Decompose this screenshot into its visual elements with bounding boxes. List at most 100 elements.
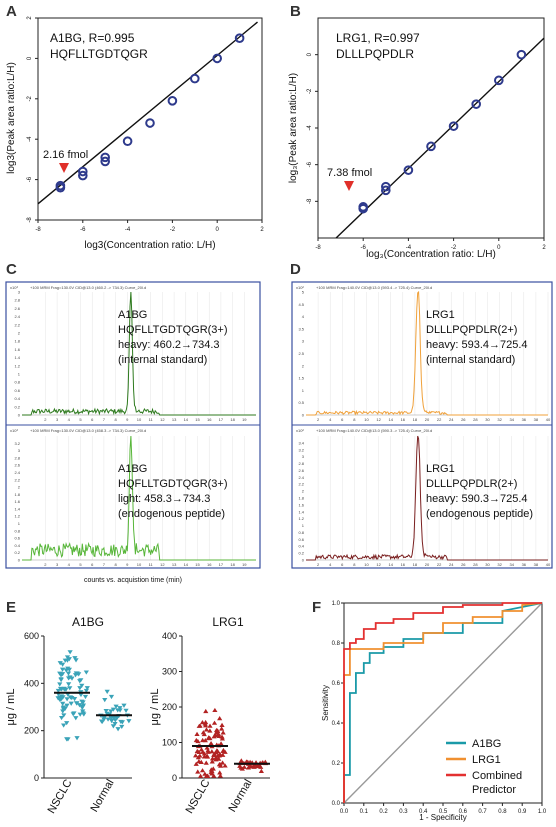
panel-e-right-dot <box>214 728 221 733</box>
panel-e-left-dot <box>110 707 116 712</box>
panel-d-bottom-ytick-label: 2.4 <box>298 475 304 480</box>
panel-e-left-dot <box>119 724 125 730</box>
panel-c-bottom-ytick-label: 3.2 <box>14 441 20 446</box>
panel-b-point <box>358 202 369 212</box>
panel-e-right-dot <box>209 759 215 764</box>
panel-e-left-dot <box>71 697 78 702</box>
panel-f-roc-lines <box>343 602 543 804</box>
panel-d-top-ytick-label: 1.5 <box>298 376 304 381</box>
panel-e-right-dot <box>219 726 225 731</box>
panel-a-xtick-label: -8 <box>35 227 41 233</box>
panel-b-point <box>381 181 391 192</box>
panel-c-bottom-xtick-label: 18 <box>230 562 235 567</box>
panel-b-ytick-label: -4 <box>307 125 313 131</box>
panel-e-right-dot <box>222 763 228 768</box>
panel-e-right-ytick-label: 0 <box>172 773 177 783</box>
panel-d-bottom-label-2: DLLLPQPDLR(2+) <box>426 478 517 490</box>
panel-e-left-dot <box>65 737 71 742</box>
panel-e-right-dot <box>217 751 223 756</box>
panel-e-left-dot <box>60 709 66 714</box>
panel-e-right-dot <box>222 749 228 754</box>
panel-e-right-dot <box>202 771 208 776</box>
panel-b-xtick-label: 2 <box>542 245 546 251</box>
panel-e-left-dot <box>79 683 85 688</box>
panel-c-bottom-xtick-label: 14 <box>184 562 189 567</box>
panel-f-roc-a1bg <box>343 602 543 803</box>
panel-e-right-cat-2: Normal <box>226 778 254 815</box>
panel-e-left-dot <box>77 686 83 691</box>
panel-d-bottom-xtick-label: 18 <box>413 562 418 567</box>
panel-e-left-ylabel: μg / mL <box>5 689 17 726</box>
panel-d-bottom-xtick-label: 6 <box>341 562 344 567</box>
panel-e-left-dot <box>104 689 110 694</box>
panel-e-left-dot <box>78 678 84 683</box>
panel-e-left-dot <box>61 723 67 728</box>
panel-b-ytick-label: -8 <box>307 198 313 204</box>
panel-e-left-dot <box>79 705 85 710</box>
panel-c-bottom-label-4: (endogenous peptide) <box>118 508 225 520</box>
panel-d-bottom-ytick-label: 0.2 <box>298 551 304 556</box>
panel-c-bottom-ytick-label: 2.2 <box>14 477 20 482</box>
panel-e-right-ylabel: μg / mL <box>149 689 161 726</box>
panel-e-left-dot <box>101 717 107 722</box>
panel-e-right-ytick-label: 300 <box>162 667 177 677</box>
panel-e-left-dot <box>83 670 89 675</box>
panel-a-point <box>234 33 245 44</box>
panel-d-bottom-xtick-label: 4 <box>329 562 332 567</box>
panel-c-top-header: +100 MRM Frag=130.0V CID@13.0 (460.2 -> … <box>30 285 146 290</box>
panel-c-top-ytick-label: 2 <box>18 331 21 336</box>
panel-d-bottom-label-1: LRG1 <box>426 463 455 475</box>
panel-d-top-xtick-label: 28 <box>473 417 478 422</box>
panel-d-top-xtick-label: 36 <box>522 417 527 422</box>
panel-e-right-cat-1: NSCLC <box>184 777 213 815</box>
panel-c-bottom-xtick-label: 19 <box>242 562 247 567</box>
panel-c-bottom-ytick-label: 0.2 <box>14 550 20 555</box>
panel-e-right-dot <box>211 773 217 778</box>
panel-b-point <box>516 49 527 60</box>
panel-a-point <box>100 156 110 167</box>
panel-c-bottom-ytick-label: 0.4 <box>14 543 20 548</box>
panel-f-xtick-label: 0.2 <box>379 809 388 815</box>
panel-c-top-ytick-label: 0.6 <box>14 388 20 393</box>
panel-e-right-dot <box>211 752 217 758</box>
panel-d-bottom-ytick-label: 0 <box>302 558 305 563</box>
panel-c-top-label-2: HQFLLTGDTQGR(3+) <box>118 324 228 336</box>
panel-a-ticks: -8 -6 -4 -2 0 2 -8 -6 -4 -2 0 2 <box>27 16 264 233</box>
panel-f-xtick-label: 0.3 <box>399 809 408 815</box>
panel-e-left-dot <box>58 678 64 683</box>
panel-d-top-xtick-label: 40 <box>546 417 551 422</box>
panel-e-right-dot <box>214 748 220 753</box>
panel-d-top-ytick-label: 4.5 <box>298 302 304 307</box>
panel-c-bottom-xtick-label: 6 <box>91 562 94 567</box>
panel-c-bottom-xtick-label: 2 <box>44 562 47 567</box>
panel-e-left-dot <box>57 695 63 700</box>
panel-d-top-label-1: LRG1 <box>426 309 455 321</box>
panel-a-arrow <box>59 163 69 173</box>
panel-e-left-dot <box>84 686 90 691</box>
panel-c-bottom-xtick-label: 12 <box>160 562 165 567</box>
panel-c-bottom-ytick-label: 3 <box>18 448 21 453</box>
panel-c-bottom-ytick-label: 1.8 <box>14 492 20 497</box>
panel-e-left-dot <box>64 721 70 726</box>
panel-a-annotation: 2.16 fmol <box>43 149 88 161</box>
panel-e-left-dot <box>73 716 79 721</box>
panel-c-top-ytick-label: 0.2 <box>14 404 20 409</box>
panel-f-reference-line <box>343 602 543 804</box>
panel-d-bottom-ytick-label: 1.4 <box>298 509 304 514</box>
panel-e-right-dot <box>219 760 226 765</box>
panel-e-right-dot <box>217 762 223 767</box>
panel-e-right-dot <box>203 727 210 732</box>
panel-e-right-dot <box>196 723 202 728</box>
panel-b-xtick-label: -2 <box>451 245 457 251</box>
panel-d-top-xtick-label: 26 <box>461 417 466 422</box>
panel-e-left-dot <box>55 688 61 694</box>
panel-d-top-xtick-label: 8 <box>353 417 356 422</box>
panel-e-left-dot <box>58 715 65 721</box>
panel-f-xtick-label: 0.6 <box>459 809 468 815</box>
panel-d-letter: D <box>290 261 301 278</box>
legend-label-lrg1: LRG1 <box>472 754 501 766</box>
panel-c-bottom-xtick-label: 9 <box>126 562 129 567</box>
panel-e-right-dot <box>202 721 208 726</box>
panel-f-legend: A1BG LRG1 Combined Predictor <box>446 738 522 796</box>
panel-e-left-ytick-label: 400 <box>24 678 39 688</box>
